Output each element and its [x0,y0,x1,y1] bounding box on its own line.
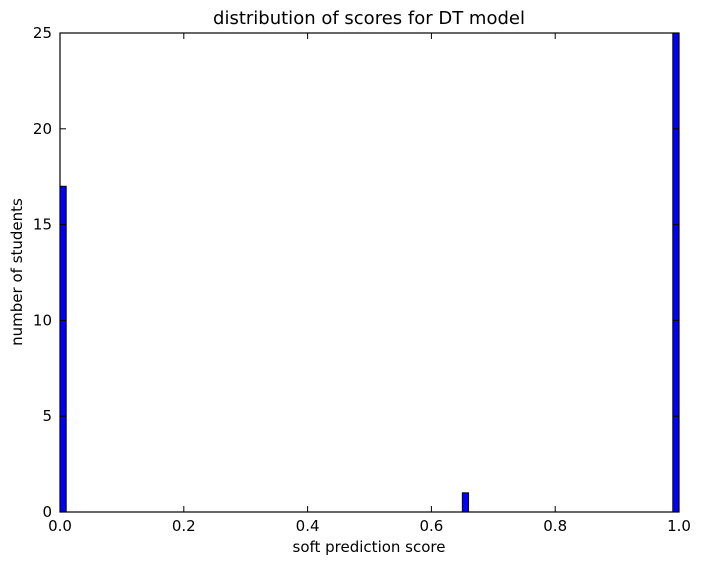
y-tick-label: 5 [42,407,52,425]
y-tick-label: 0 [42,503,52,521]
y-tick-label: 15 [33,216,52,234]
x-tick-label: 0.0 [48,517,72,535]
ticks-layer: 0.0 0.2 0.4 0.6 0.8 1.0 0 5 10 15 20 25 [33,24,691,535]
histogram-bar [59,185,67,513]
histogram-bar [461,492,470,513]
x-tick-label: 0.6 [419,517,443,535]
x-tick-label: 1.0 [667,517,691,535]
x-tick-label: 0.2 [172,517,196,535]
x-axis-label: soft prediction score [293,538,446,556]
histogram-bar [672,32,680,513]
x-tick-label: 0.8 [543,517,567,535]
plot-frame [59,32,680,513]
bars-layer [59,32,680,513]
y-tick-label: 20 [33,120,52,138]
chart-title: distribution of scores for DT model [213,8,525,29]
y-tick-label: 25 [33,24,52,42]
y-axis-label: number of students [8,198,26,346]
y-tick-label: 10 [33,311,52,329]
x-tick-label: 0.4 [296,517,320,535]
